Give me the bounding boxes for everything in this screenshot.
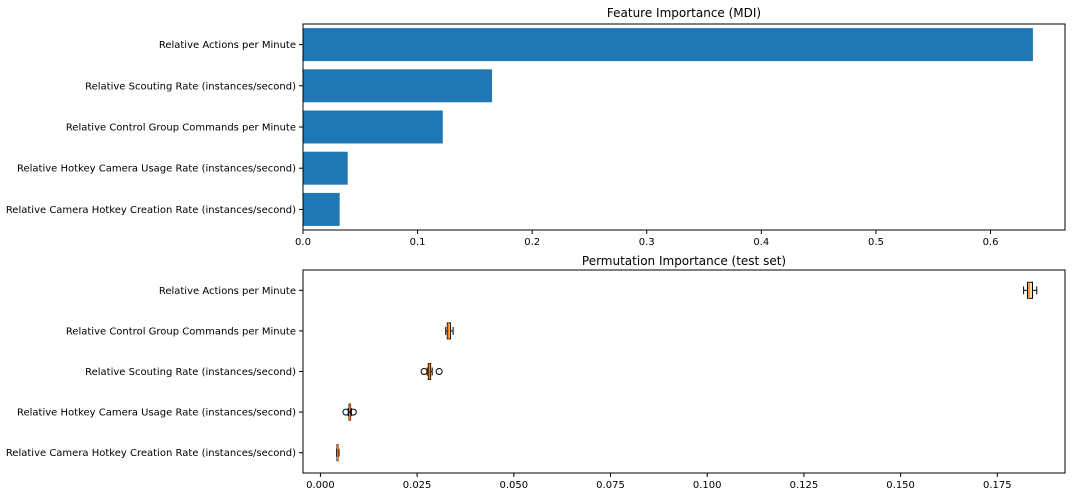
mdi-category-label: Relative Control Group Commands per Minu… [66,123,296,134]
mdi-bar [303,110,443,144]
mdi-bar [303,151,348,185]
perm-flier [435,368,443,375]
mdi-bar [303,69,493,103]
permutation-category-labels: Relative Actions per Minute Relative Cont… [6,286,303,459]
mdi-bar [303,28,1033,62]
mdi-x-axis: 0.0 0.1 0.2 0.3 0.4 0.5 0.6 [295,230,998,248]
perm-x-tick-label: 0.050 [499,480,528,491]
mdi-chart-title: Feature Importance (MDI) [607,6,761,20]
mdi-category-label: Relative Scouting Rate (instances/second… [85,81,296,92]
mdi-x-tick-label: 0.5 [868,237,884,248]
perm-flier [420,368,428,375]
perm-category-label: Relative Actions per Minute [159,286,296,297]
mdi-category-labels: Relative Actions per Minute Relative Scou… [6,40,303,216]
perm-x-tick-label: 0.150 [886,480,915,491]
perm-category-label: Relative Scouting Rate (instances/second… [85,367,296,378]
permutation-chart: Permutation Importance (test set) Relati… [6,254,1066,491]
mdi-category-label: Relative Hotkey Camera Usage Rate (insta… [17,164,296,175]
perm-category-label: Relative Camera Hotkey Creation Rate (in… [6,448,296,459]
perm-x-tick-label: 0.125 [790,480,819,491]
mdi-category-label: Relative Camera Hotkey Creation Rate (in… [6,205,296,216]
permutation-plot-frame [302,269,1066,474]
mdi-bars [303,28,1033,226]
mdi-plot-frame [302,23,1066,231]
mdi-category-label: Relative Actions per Minute [159,40,296,51]
mdi-bar [303,192,340,226]
perm-box [1026,281,1034,299]
mdi-x-tick-label: 0.2 [524,237,540,248]
perm-flier [349,408,357,416]
mdi-x-tick-label: 0.4 [753,237,769,248]
perm-x-tick-label: 0.025 [403,480,432,491]
mdi-x-tick-label: 0.6 [983,237,999,248]
mdi-x-tick-label: 0.0 [295,237,311,248]
perm-x-tick-label: 0.100 [693,480,722,491]
mdi-x-tick-label: 0.1 [410,237,426,248]
perm-category-label: Relative Control Group Commands per Minu… [66,326,296,337]
perm-x-tick-label: 0.000 [306,480,335,491]
mdi-x-tick-label: 0.3 [639,237,655,248]
perm-flier [342,408,350,416]
permutation-boxes [336,281,1038,462]
perm-x-tick-label: 0.075 [596,480,625,491]
permutation-chart-title: Permutation Importance (test set) [582,254,786,268]
perm-category-label: Relative Hotkey Camera Usage Rate (insta… [17,408,296,419]
permutation-x-axis: 0.000 0.025 0.050 0.075 0.100 0.125 0.150 0.175 [306,473,1012,491]
mdi-chart: Feature Importance (MDI) Relative Action… [6,6,1066,248]
perm-x-tick-label: 0.175 [983,480,1012,491]
